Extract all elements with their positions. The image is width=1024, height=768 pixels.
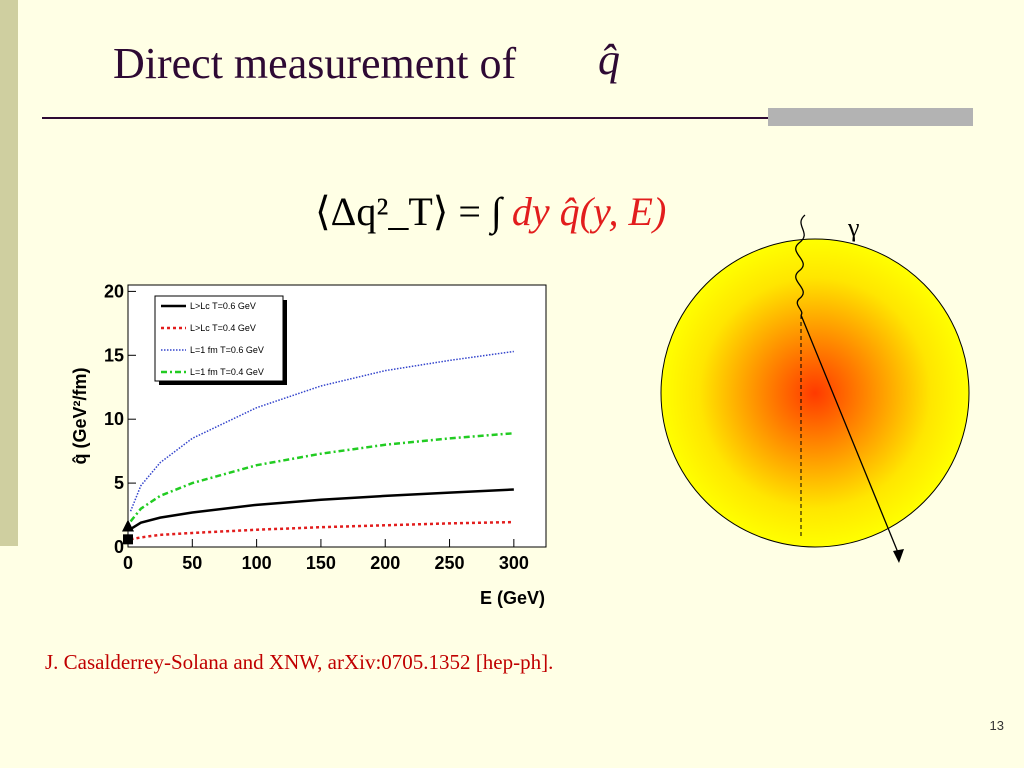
legend: L>Lc T=0.6 GeV L>Lc T=0.4 GeV L=1 fm T=0.6… (154, 295, 287, 385)
formula-right: dy q̂(y, E) (511, 189, 667, 234)
y-axis-label: q̂ (GeV²/fm) (70, 367, 90, 464)
marker-layer (122, 519, 134, 545)
medium-diagram: γ (660, 213, 970, 563)
slide-title: Direct measurement of (113, 39, 517, 88)
x-tick-label: 300 (499, 553, 529, 573)
square-marker (123, 534, 133, 545)
y-tick-label: 10 (104, 409, 124, 429)
axis-ticks: 0 50 100 150 200 250 300 0 5 10 15 20 (104, 281, 529, 573)
x-axis-label: E (GeV) (480, 588, 545, 608)
x-tick-label: 0 (123, 553, 133, 573)
qhat-vs-energy-chart: 0 50 100 150 200 250 300 0 5 10 15 20 L>Lc T=0.6 Ge… (70, 281, 547, 608)
left-accent-bar (0, 0, 18, 546)
x-tick-label: 50 (182, 553, 202, 573)
legend-label: L>Lc T=0.4 GeV (190, 323, 256, 333)
title-divider-accent (768, 108, 973, 126)
y-tick-label: 20 (104, 281, 124, 301)
title-divider (42, 117, 972, 119)
series-line (129, 350, 514, 512)
photon-wavy-line (795, 214, 806, 316)
series-line (129, 488, 514, 531)
legend-box (154, 295, 284, 382)
formula: ⟨Δq²_T⟩ = ∫ dy q̂(y, E) (315, 188, 666, 235)
y-tick-label: 15 (104, 345, 124, 365)
triangle-marker (122, 519, 134, 532)
x-tick-label: 150 (306, 553, 336, 573)
legend-label: L>Lc T=0.6 GeV (190, 301, 256, 311)
page-number: 13 (989, 718, 1004, 733)
citation: J. Casalderrey-Solana and XNW, arXiv:070… (45, 650, 554, 674)
series-layer (129, 350, 514, 541)
arrow-head-icon (893, 549, 904, 563)
legend-label: L=1 fm T=0.6 GeV (190, 345, 264, 355)
photon-label: γ (847, 213, 860, 242)
title-symbol: q̂ (598, 35, 620, 84)
formula-integral: ∫ (490, 189, 502, 234)
formula-left: ⟨Δq²_T⟩ = (315, 189, 481, 234)
x-tick-label: 100 (242, 553, 272, 573)
series-line (129, 432, 514, 523)
hot-medium-circle (660, 238, 970, 548)
series-line (130, 520, 514, 541)
x-tick-label: 250 (435, 553, 465, 573)
jet-path (800, 314, 900, 556)
y-tick-label: 0 (114, 537, 124, 557)
x-tick-label: 200 (370, 553, 400, 573)
legend-label: L=1 fm T=0.4 GeV (190, 367, 264, 377)
y-tick-label: 5 (114, 473, 124, 493)
